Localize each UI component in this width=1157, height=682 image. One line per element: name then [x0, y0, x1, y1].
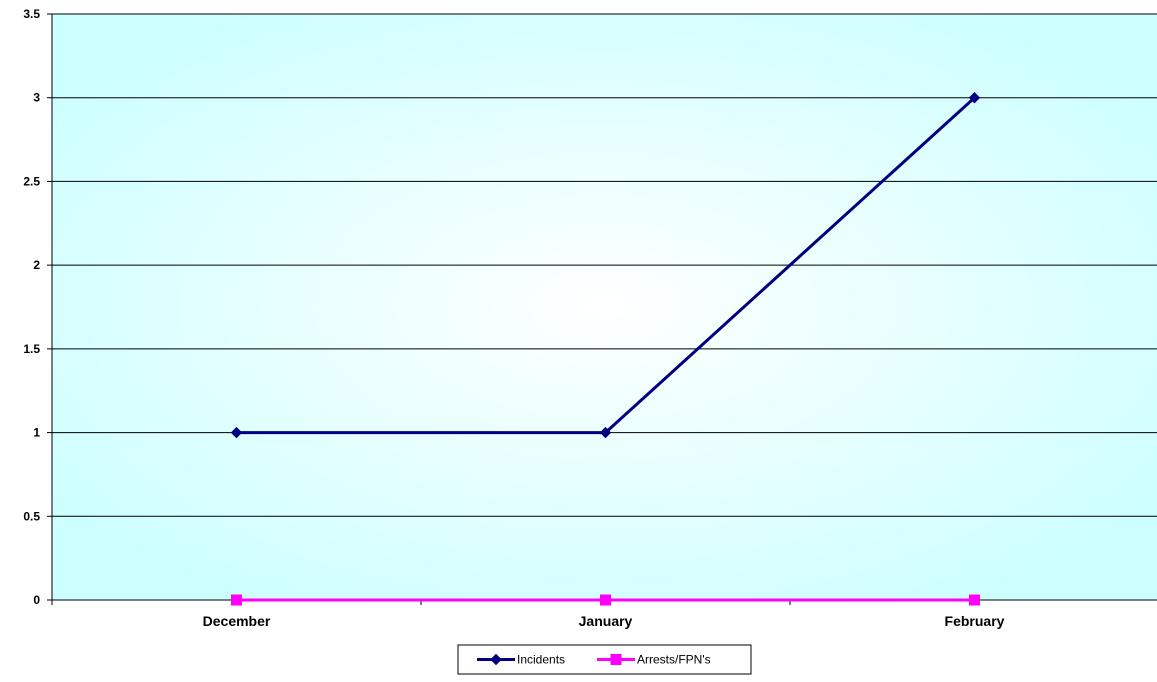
y-tick-label: 1.5: [23, 342, 40, 356]
y-tick-label: 2: [33, 258, 40, 272]
y-tick-label: 3: [33, 91, 40, 105]
x-tick-label: February: [945, 613, 1005, 629]
y-tick-label: 0.5: [23, 509, 40, 523]
legend-marker-incidents: [490, 653, 502, 666]
y-tick-label: 2.5: [23, 174, 40, 188]
x-tick-label: December: [203, 613, 271, 629]
legend-label-arrests-fpn-s: Arrests/FPN's: [637, 653, 711, 667]
data-point-incidents: [230, 426, 243, 439]
y-tick-label: 0: [33, 593, 40, 607]
plot-area: [52, 14, 1157, 600]
data-point-arrests-fpn-s: [231, 594, 242, 606]
data-point-arrests-fpn-s: [600, 594, 611, 606]
x-tick-label: January: [579, 613, 633, 629]
data-point-arrests-fpn-s: [969, 594, 980, 606]
y-tick-label: 3.5: [23, 7, 40, 21]
data-point-incidents: [599, 426, 612, 439]
data-point-incidents: [968, 92, 981, 104]
legend-label-incidents: Incidents: [517, 653, 565, 667]
y-tick-label: 1: [33, 426, 40, 440]
legend-marker-arrests-fpn-s: [610, 654, 622, 665]
legend: Incidents Arrests/FPN's: [457, 644, 752, 675]
